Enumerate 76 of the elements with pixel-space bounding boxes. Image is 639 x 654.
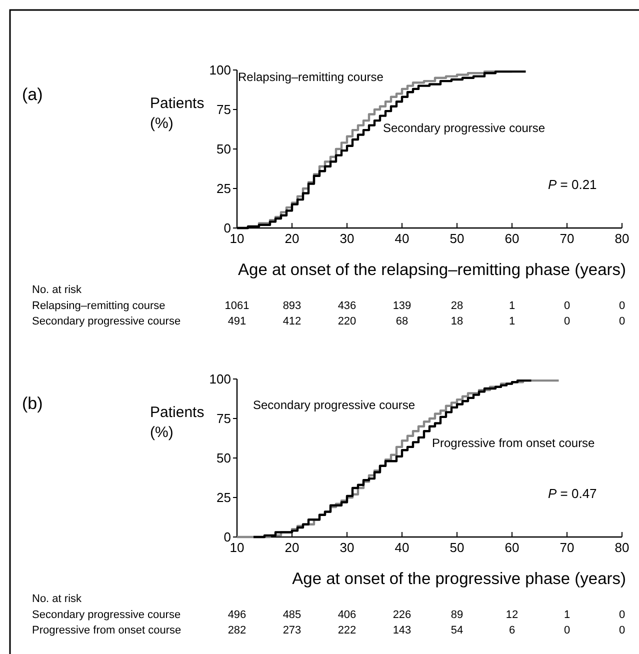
x-tick-label: 10 [230, 231, 244, 246]
text: 485 [282, 609, 302, 621]
text: 1 [508, 316, 516, 328]
series-label: Progressive from onset course [432, 436, 596, 450]
x-tick-label: 60 [504, 540, 520, 555]
y-tick-label: 100 [209, 62, 231, 78]
x-tick-label: 40 [394, 540, 410, 555]
x-axis-title: Age at onset of the relapsing–remitting phase (years) [238, 261, 626, 279]
text: 1061 [224, 300, 250, 312]
y-tick-label: 100 [209, 372, 231, 387]
text: 893 [282, 300, 302, 312]
text: 68 [396, 316, 408, 328]
text: 12 [506, 609, 518, 621]
text: 412 [282, 316, 302, 328]
text: 89 [450, 609, 464, 621]
text: 54 [450, 624, 464, 636]
y-tick-label: 25 [216, 181, 231, 196]
text: 0 [618, 624, 626, 636]
text: Secondary progressive course [32, 609, 181, 621]
text: 220 [338, 316, 356, 328]
text: 226 [392, 609, 412, 621]
text: 0 [618, 300, 626, 312]
text: Progressive from onset course [32, 624, 182, 636]
x-tick-label: 50 [450, 231, 464, 246]
text: 0 [564, 300, 570, 312]
y-tick-label: 75 [216, 102, 231, 118]
x-tick-label: 80 [614, 540, 630, 555]
series-label: Relapsing–remitting course [238, 70, 384, 84]
text: 491 [228, 316, 246, 328]
text: (b) [22, 394, 43, 413]
y-tick-label: 0 [224, 220, 231, 236]
text: 0 [564, 624, 570, 636]
x-tick-label: 50 [450, 540, 464, 555]
text: 406 [338, 609, 356, 621]
text: 28 [450, 300, 464, 312]
text: (a) [22, 85, 43, 104]
text: 139 [392, 300, 412, 312]
text: 282 [228, 624, 246, 636]
x-tick-label: 10 [230, 540, 244, 555]
x-tick-label: 40 [394, 231, 410, 246]
x-tick-label: 80 [614, 231, 630, 246]
y-tick-label: 75 [216, 411, 231, 426]
y-tick-label: 0 [224, 530, 231, 545]
text: No. at risk [32, 284, 82, 296]
x-tick-label: 70 [560, 231, 574, 246]
text: 0 [618, 316, 626, 328]
text: 0 [564, 316, 570, 328]
text: 273 [282, 624, 302, 636]
text: 436 [338, 300, 356, 312]
y-axis-title: Patients (%) [150, 404, 204, 441]
text: 1 [508, 300, 516, 312]
series-label: Secondary progressive course [253, 398, 416, 412]
text: 6 [508, 624, 516, 636]
text: 222 [338, 624, 356, 636]
text: 496 [228, 609, 246, 621]
x-tick-label: 30 [340, 540, 354, 555]
x-tick-label: 30 [340, 231, 354, 246]
text: No. at risk [32, 593, 82, 605]
text: Relapsing–remitting course [32, 300, 166, 312]
y-tick-label: 50 [216, 450, 231, 466]
x-tick-label: 20 [284, 540, 300, 555]
x-tick-label: 60 [504, 231, 520, 246]
text: 0 [618, 609, 626, 621]
x-axis-title: Age at onset of the progressive phase (years) [292, 570, 626, 588]
x-tick-label: 70 [560, 540, 574, 555]
text: 143 [392, 624, 412, 636]
x-tick-label: 20 [284, 231, 300, 246]
text: 18 [450, 316, 464, 328]
series-label: Secondary progressive course [383, 121, 546, 135]
text: Secondary progressive course [32, 316, 181, 328]
text: 1 [564, 609, 570, 621]
y-tick-label: 50 [216, 142, 231, 157]
annotation: P = 0.21 [548, 177, 597, 192]
y-tick-label: 25 [216, 490, 231, 506]
y-axis-title: Patients (%) [150, 95, 204, 132]
annotation: P = 0.47 [548, 486, 597, 501]
